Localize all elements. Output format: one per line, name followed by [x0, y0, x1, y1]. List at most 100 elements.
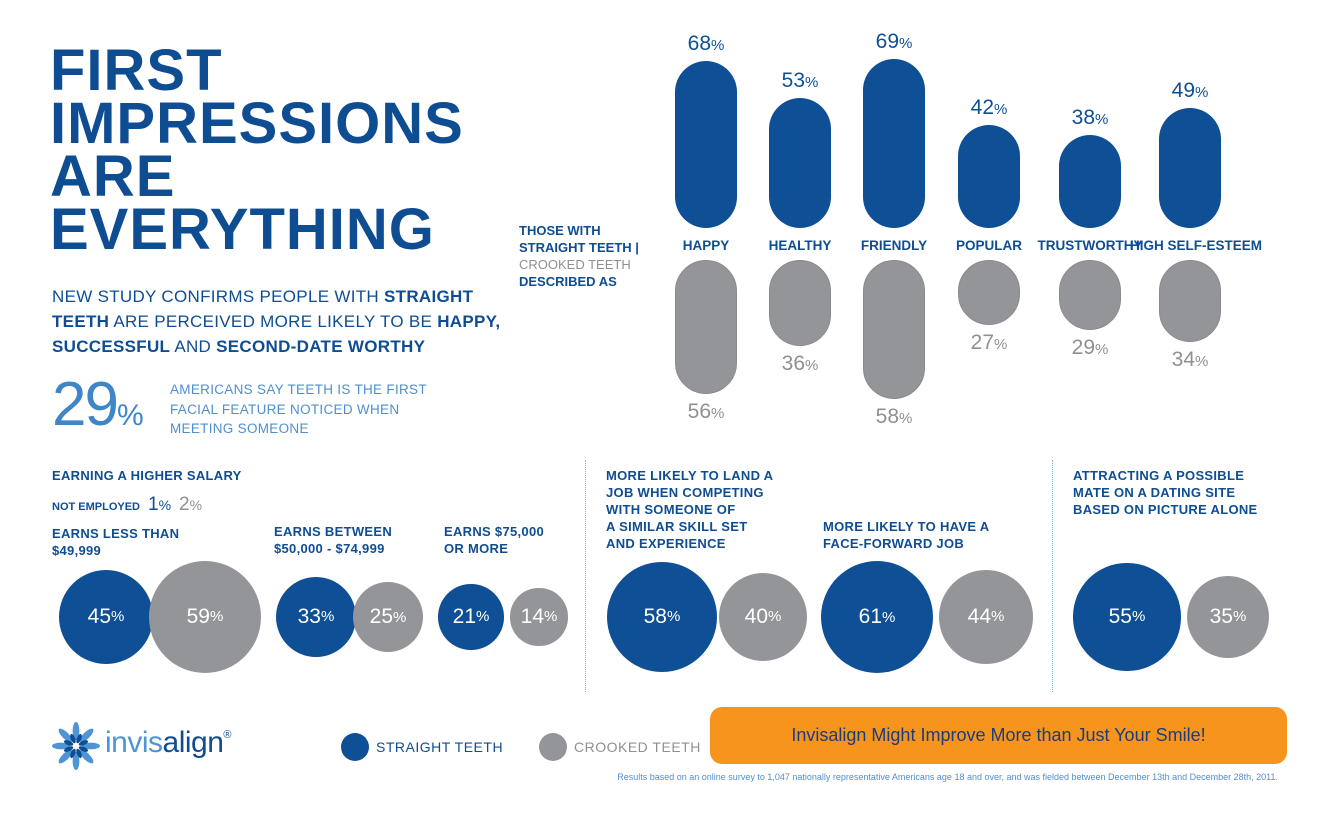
not-employed-label: NOT EMPLOYED	[52, 501, 141, 513]
label-line: EARNS LESS THAN	[52, 526, 180, 541]
label-line: A SIMILAR SKILL SET	[606, 519, 748, 534]
category-label: HIGH SELF-ESTEEM	[1130, 238, 1263, 253]
straight-teeth-circle: 58%	[606, 561, 718, 673]
invisalign-star-icon	[50, 720, 102, 772]
subtitle-emphasis: STRAIGHT TEETH	[52, 287, 474, 331]
registered-mark: ®	[223, 729, 232, 741]
crooked-teeth-bar	[769, 260, 831, 347]
circle-value: 14	[520, 604, 544, 628]
crooked-teeth-circle: 35%	[1186, 575, 1270, 659]
circle-value: 25	[369, 605, 393, 628]
circle-value: 44	[967, 604, 991, 628]
circle-value: 55	[1108, 604, 1132, 628]
straight-teeth-key-dot	[341, 733, 369, 761]
crooked-teeth-bar	[958, 260, 1020, 325]
ne-straight-value: 1	[148, 494, 159, 515]
job-land-label: MORE LIKELY TO LAND A JOB WHEN COMPETING…	[606, 467, 773, 552]
circle-value: 45	[87, 604, 111, 628]
crooked-teeth-circle: 25%	[352, 581, 424, 653]
label-line: $49,999	[52, 543, 102, 558]
circle-value: 59	[186, 604, 210, 628]
straight-teeth-value: 53%	[781, 69, 819, 93]
straight-teeth-value: 42%	[970, 96, 1008, 120]
salary-group-label: EARNS $75,000 OR MORE	[444, 523, 544, 557]
stat-29-text: AMERICANS SAY TEETH IS THE FIRST FACIAL …	[170, 382, 427, 436]
category-label: FRIENDLY	[860, 238, 928, 253]
label-line: MATE ON A DATING SITE	[1073, 485, 1236, 500]
crooked-teeth-value: 58%	[875, 405, 913, 429]
crooked-teeth-key-label: CROOKED TEETH	[574, 739, 701, 755]
legend-desc-line: STRAIGHT TEETH |	[519, 240, 639, 255]
legend-desc-line: DESCRIBED AS	[519, 274, 617, 289]
not-employed-straight: 1%	[148, 494, 171, 516]
crooked-teeth-value: 29%	[1071, 335, 1109, 359]
salary-heading: EARNING A HIGHER SALARY	[52, 468, 242, 483]
straight-teeth-bar	[1159, 107, 1221, 228]
straight-teeth-bar	[863, 58, 925, 228]
subtitle-emphasis: SECOND-DATE WORTHY	[216, 337, 426, 356]
legend-description: THOSE WITH STRAIGHT TEETH | CROOKED TEET…	[519, 222, 669, 290]
label-line: MORE LIKELY TO HAVE A	[823, 519, 990, 534]
title-line: EVERYTHING	[50, 197, 435, 262]
subtitle: NEW STUDY CONFIRMS PEOPLE WITH STRAIGHT …	[52, 284, 522, 359]
salary-group-label: EARNS LESS THAN $49,999	[52, 525, 179, 559]
stat-29-unit: %	[116, 399, 144, 432]
straight-teeth-circle: 45%	[58, 569, 154, 665]
survey-footnote: Results based on an online survey to 1,0…	[617, 772, 1278, 782]
crooked-teeth-value: 27%	[970, 330, 1008, 354]
straight-teeth-value: 68%	[687, 32, 725, 56]
crooked-teeth-circle: 14%	[510, 588, 568, 646]
straight-teeth-value: 38%	[1071, 105, 1109, 129]
subtitle-emphasis: HAPPY, SUCCESSFUL	[52, 312, 501, 356]
circle-value: 58	[643, 604, 667, 628]
crooked-teeth-circle: 44%	[939, 570, 1033, 664]
crooked-teeth-circle: 59%	[149, 561, 261, 673]
salary-group-label: EARNS BETWEEN $50,000 - $74,999	[274, 523, 392, 557]
title-line: IMPRESSIONS	[50, 91, 464, 156]
subtitle-text: ARE PERCEIVED MORE LIKELY TO BE	[109, 312, 438, 331]
circle-value: 61	[858, 605, 882, 628]
job-face-label: MORE LIKELY TO HAVE A FACE-FORWARD JOB	[823, 518, 989, 552]
logo-part: align	[162, 726, 224, 759]
category-label: POPULAR	[955, 238, 1022, 253]
label-line: $50,000 - $74,999	[274, 541, 385, 556]
straight-teeth-bar	[675, 61, 737, 228]
circle-value: 33	[297, 604, 321, 628]
label-line: AND EXPERIENCE	[606, 536, 726, 551]
section-divider	[1052, 460, 1053, 692]
invisalign-logo: invisalign®	[105, 726, 231, 760]
straight-teeth-circle: 55%	[1073, 563, 1181, 671]
label-line: EARNS BETWEEN	[274, 524, 393, 539]
circle-value: 21	[452, 604, 476, 628]
circle-value: 40	[744, 604, 768, 628]
legend-desc-line: CROOKED TEETH	[519, 257, 631, 272]
label-line: OR MORE	[444, 541, 509, 556]
crooked-teeth-value: 56%	[687, 400, 725, 424]
straight-teeth-value: 69%	[875, 29, 913, 53]
subtitle-text: AND	[170, 337, 217, 356]
category-label: HAPPY	[682, 238, 730, 253]
not-employed-row: NOT EMPLOYED 1% 2%	[52, 494, 202, 516]
crooked-teeth-value: 36%	[781, 352, 819, 376]
straight-teeth-value: 49%	[1171, 78, 1209, 102]
title-line: ARE	[50, 144, 176, 209]
straight-teeth-circle: 21%	[438, 584, 504, 650]
section-divider	[585, 460, 586, 692]
label-line: MORE LIKELY TO LAND A	[606, 468, 774, 483]
stat-29-number: 29	[52, 370, 119, 439]
pct-unit: %	[189, 497, 203, 513]
category-label: TRUSTWORTHY	[1037, 238, 1143, 253]
cta-banner[interactable]: Invisalign Might Improve More than Just …	[710, 707, 1287, 764]
straight-teeth-key-label: STRAIGHT TEETH	[376, 739, 504, 755]
ne-crooked-value: 2	[179, 494, 190, 515]
label-line: ATTRACTING A POSSIBLE	[1073, 468, 1245, 483]
straight-teeth-bar	[769, 98, 831, 228]
crooked-teeth-bar	[863, 260, 925, 400]
title-line: FIRST	[50, 38, 223, 103]
label-line: JOB WHEN COMPETING	[606, 485, 764, 500]
straight-teeth-circle: 33%	[275, 576, 357, 658]
crooked-teeth-circle: 40%	[718, 572, 808, 662]
crooked-teeth-value: 34%	[1171, 347, 1209, 371]
crooked-teeth-bar	[1159, 260, 1221, 342]
pct-unit: %	[158, 497, 172, 513]
